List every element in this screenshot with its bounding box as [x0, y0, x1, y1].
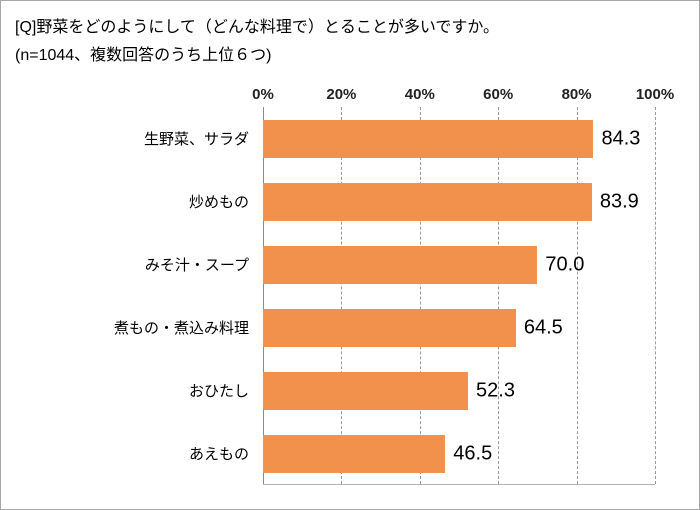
gridline: [419, 107, 421, 484]
x-axis-tick: 40%: [404, 86, 435, 103]
bar: [263, 371, 469, 410]
x-axis-tick: 80%: [561, 86, 592, 103]
axis-spacer: [15, 81, 263, 105]
x-axis-tick: 20%: [326, 86, 357, 103]
value-label: 83.9: [599, 190, 639, 212]
gridline: [655, 107, 656, 484]
x-axis: 0% 20% 40% 60% 80% 100%: [252, 81, 674, 105]
x-axis-tick: 0%: [252, 86, 274, 103]
bar-row: 52.3: [263, 359, 655, 422]
bar: [263, 245, 538, 284]
x-axis-tick: 60%: [483, 86, 514, 103]
category-label: 煮もの・煮込み料理: [113, 320, 249, 337]
gridline: [341, 107, 343, 484]
value-label: 64.5: [523, 316, 563, 338]
x-axis-row: 0% 20% 40% 60% 80% 100%: [15, 81, 687, 105]
category-labels: 生野菜、サラダ炒めものみそ汁・スープ煮もの・煮込み料理おひたしあえもの: [15, 107, 263, 485]
bar: [263, 119, 594, 158]
bar-row: 84.3: [263, 107, 655, 170]
bar-row: 70.0: [263, 233, 655, 296]
x-axis-tick: 100%: [635, 86, 675, 103]
bar: [263, 434, 446, 473]
category-label: あえもの: [188, 446, 249, 463]
gridline: [498, 107, 500, 484]
y-axis-line: [263, 107, 264, 484]
category-label: 炒めもの: [188, 194, 249, 211]
bar: [263, 308, 516, 347]
bar-row: 83.9: [263, 170, 655, 233]
value-label: 84.3: [601, 127, 641, 149]
chart-subtitle: (n=1044、複数回答のうち上位６つ): [15, 47, 272, 64]
bar-row: 64.5: [263, 296, 655, 359]
category-label: みそ汁・スープ: [144, 257, 249, 274]
gridline: [576, 107, 578, 484]
category-label: おひたし: [188, 383, 249, 400]
chart-body: 生野菜、サラダ炒めものみそ汁・スープ煮もの・煮込み料理おひたしあえもの 84.3…: [15, 107, 687, 485]
bar-row: 46.5: [263, 422, 655, 485]
category-label: 生野菜、サラダ: [143, 131, 249, 148]
chart-title: [Q]野菜をどのようにして（どんな料理で）とることが多いですか。: [15, 19, 500, 36]
value-label: 52.3: [476, 379, 515, 401]
bar: [263, 182, 592, 221]
value-label: 46.5: [453, 442, 493, 464]
value-label: 70.0: [545, 253, 585, 275]
plot-area: 84.3 83.9 70.0 64.5 52.3 46.5: [263, 107, 656, 485]
